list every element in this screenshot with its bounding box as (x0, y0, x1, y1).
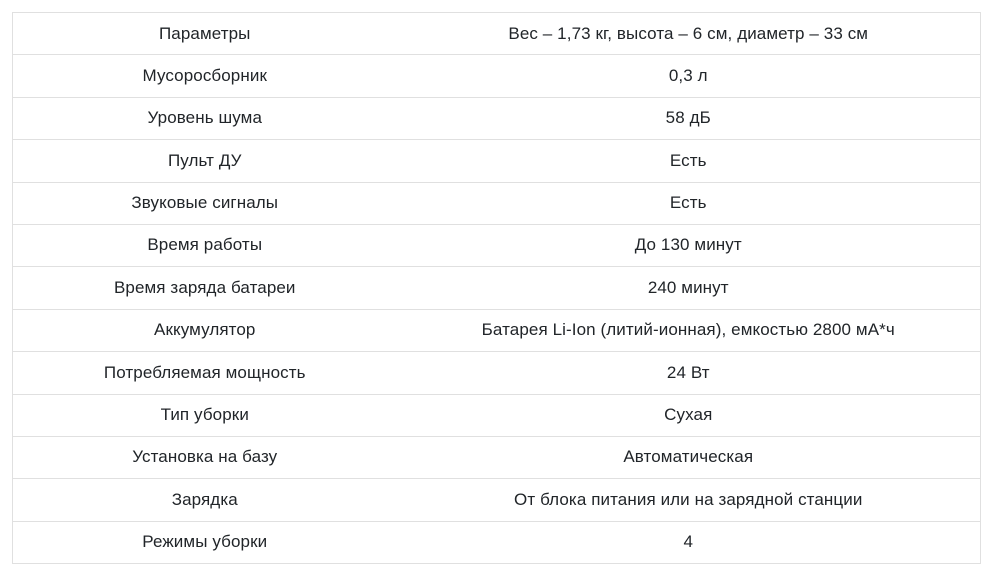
spec-param: Время заряда батареи (12, 266, 397, 310)
spec-value: Есть (396, 182, 981, 225)
spec-param: Звуковые сигналы (12, 182, 397, 225)
spec-value: Вес – 1,73 кг, высота – 6 см, диаметр – … (396, 12, 981, 56)
spec-param: Установка на базу (12, 436, 397, 480)
spec-value: 58 дБ (396, 97, 981, 141)
spec-param: Аккумулятор (12, 309, 397, 353)
spec-value: От блока питания или на зарядной станции (396, 478, 981, 522)
table-row: Потребляемая мощность 24 Вт (12, 351, 981, 395)
spec-value: Сухая (396, 394, 981, 437)
table-row: Тип уборки Сухая (12, 394, 981, 437)
table-row: Пульт ДУ Есть (12, 139, 981, 183)
table-row: Уровень шума 58 дБ (12, 97, 981, 141)
table-row: Параметры Вес – 1,73 кг, высота – 6 см, … (12, 12, 981, 56)
spec-param: Зарядка (12, 478, 397, 522)
table-row: Установка на базу Автоматическая (12, 436, 981, 480)
spec-param: Тип уборки (12, 394, 397, 437)
table-row: Режимы уборки 4 (13, 521, 981, 563)
spec-param: Пульт ДУ (12, 139, 397, 183)
spec-value: 240 минут (396, 266, 981, 310)
spec-value: 4 (683, 532, 694, 552)
spec-value: Есть (396, 139, 981, 183)
spec-param: Параметры (12, 12, 397, 56)
spec-value: Батарея Li-Ion (литий-ионная), емкостью … (396, 309, 981, 353)
specs-table: Параметры Вес – 1,73 кг, высота – 6 см, … (12, 12, 981, 565)
table-row: Время заряда батареи 240 минут (12, 266, 981, 310)
table-row: Аккумулятор Батарея Li-Ion (литий-ионная… (12, 309, 981, 353)
table-row: Зарядка От блока питания или на зарядной… (12, 478, 981, 522)
spec-param: Время работы (12, 224, 397, 268)
spec-param: Потребляемая мощность (12, 351, 397, 395)
spec-value: 0,3 л (396, 54, 981, 98)
spec-param: Уровень шума (12, 97, 397, 141)
spec-param: Мусоросборник (12, 54, 397, 98)
spec-value: 24 Вт (396, 351, 981, 395)
spec-param: Режимы уборки (142, 532, 268, 552)
spec-value: Автоматическая (396, 436, 981, 480)
table-row: Мусоросборник 0,3 л (12, 54, 981, 98)
table-row: Звуковые сигналы Есть (12, 182, 981, 225)
spec-value: До 130 минут (396, 224, 981, 268)
table-row: Время работы До 130 минут (12, 224, 981, 268)
